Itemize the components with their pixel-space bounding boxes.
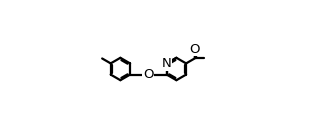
Text: O: O — [143, 68, 154, 81]
Text: O: O — [189, 43, 200, 56]
Text: N: N — [162, 57, 172, 70]
